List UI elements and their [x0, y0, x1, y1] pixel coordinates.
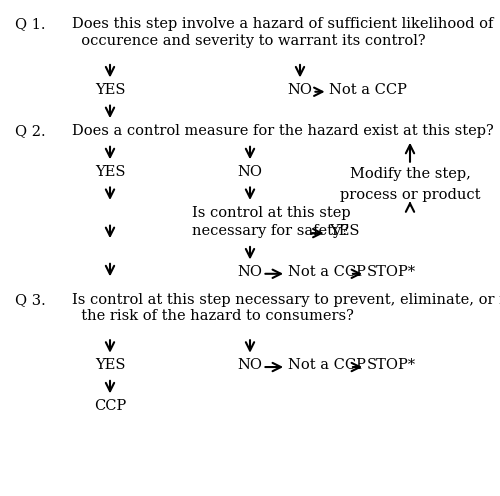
Text: NO: NO — [238, 358, 262, 372]
Text: Not a CCP: Not a CCP — [288, 265, 366, 279]
Text: Is control at this step: Is control at this step — [192, 206, 351, 220]
Text: Modify the step,: Modify the step, — [350, 167, 470, 181]
Text: Q 3.: Q 3. — [15, 293, 46, 307]
Text: Is control at this step necessary to prevent, eliminate, or reduce
  the risk of: Is control at this step necessary to pre… — [72, 293, 500, 323]
Text: Not a CCP: Not a CCP — [329, 83, 407, 97]
Text: Q 1.: Q 1. — [15, 17, 46, 31]
Text: Does this step involve a hazard of sufficient likelihood of
  occurence and seve: Does this step involve a hazard of suffi… — [72, 17, 494, 48]
Text: Q 2.: Q 2. — [15, 124, 46, 138]
Text: NO: NO — [238, 265, 262, 279]
Text: YES: YES — [95, 165, 125, 179]
Text: process or product: process or product — [340, 188, 480, 202]
Text: YES: YES — [95, 83, 125, 97]
Text: necessary for safety?: necessary for safety? — [192, 224, 350, 238]
Text: STOP*: STOP* — [367, 265, 416, 279]
Text: CCP: CCP — [94, 399, 126, 413]
Text: Not a CCP: Not a CCP — [288, 358, 366, 372]
Text: YES: YES — [329, 224, 360, 238]
Text: NO: NO — [238, 165, 262, 179]
Text: YES: YES — [95, 358, 125, 372]
Text: NO: NO — [288, 83, 312, 97]
Text: Does a control measure for the hazard exist at this step?: Does a control measure for the hazard ex… — [72, 124, 494, 138]
Text: STOP*: STOP* — [367, 358, 416, 372]
